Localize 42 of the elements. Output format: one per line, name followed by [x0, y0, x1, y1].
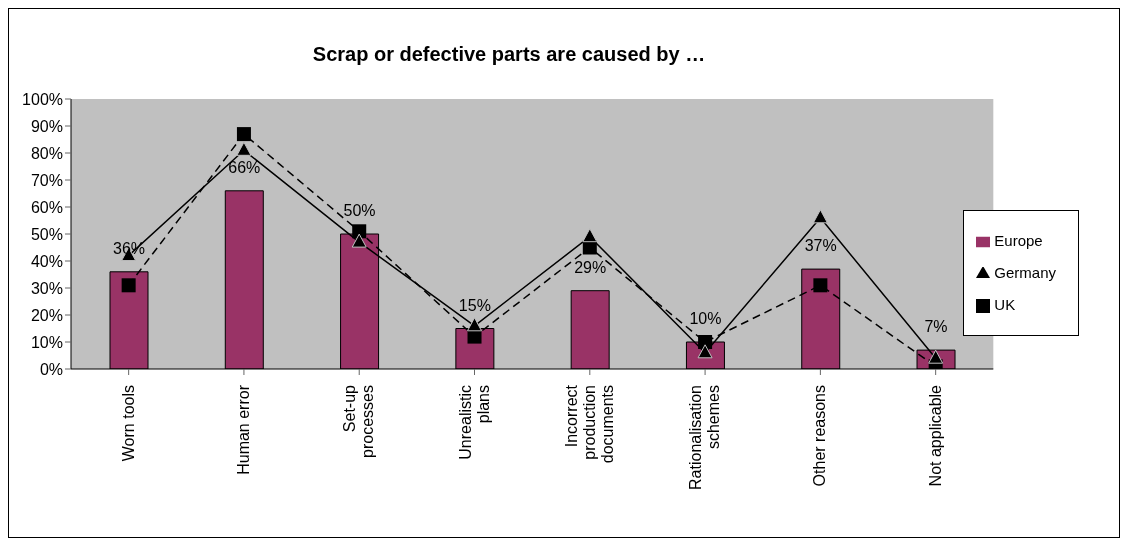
point: [467, 329, 482, 344]
legend-label: Germany: [994, 264, 1056, 281]
y-tick-label: 0%: [39, 360, 63, 378]
y-tick-label: 90%: [30, 117, 63, 135]
point: [582, 240, 597, 255]
x-tick-label: Unrealistic plans: [456, 385, 492, 460]
point: [236, 141, 252, 156]
point: [352, 224, 367, 239]
y-tick-label: 70%: [30, 171, 63, 189]
x-tick-label: Rationalisation schemes: [687, 385, 723, 490]
y-tick-label: 40%: [30, 252, 63, 270]
point: [236, 127, 251, 142]
legend-label: UK: [994, 296, 1016, 313]
point: [698, 335, 713, 349]
legend-label: Europe: [994, 232, 1043, 249]
x-tick-label: Set-up processes: [341, 384, 377, 458]
y-tick-label: 30%: [30, 279, 63, 297]
x-tick-label: Human error: [234, 384, 252, 475]
data-label: 29%: [574, 258, 607, 276]
y-tick-label: 50%: [30, 225, 63, 243]
data-label: 50%: [343, 202, 376, 219]
y-tick-label: 20%: [30, 306, 63, 324]
point: [467, 317, 483, 332]
data-label: 66%: [228, 158, 261, 176]
y-tick-label: 60%: [30, 198, 63, 216]
y-tick-label: 80%: [30, 144, 63, 162]
point: [121, 278, 136, 293]
point: [813, 278, 828, 293]
x-tick-label: Incorrect production documents: [562, 384, 616, 464]
x-tick-label: Not applicable: [926, 384, 944, 487]
point: [812, 209, 828, 224]
y-tick-label: 10%: [30, 333, 63, 351]
x-tick-label: Other reasons: [811, 385, 829, 487]
data-label: 10%: [689, 310, 722, 327]
point: [582, 228, 598, 243]
point: [351, 233, 367, 248]
x-tick-label: Worn tools: [119, 385, 137, 462]
data-label: 7%: [924, 318, 948, 336]
chart-title: Scrap or defective parts are caused by …: [311, 43, 707, 66]
data-label: 15%: [458, 296, 491, 314]
data-label: 37%: [804, 237, 837, 255]
y-tick-label: 100%: [22, 90, 63, 108]
